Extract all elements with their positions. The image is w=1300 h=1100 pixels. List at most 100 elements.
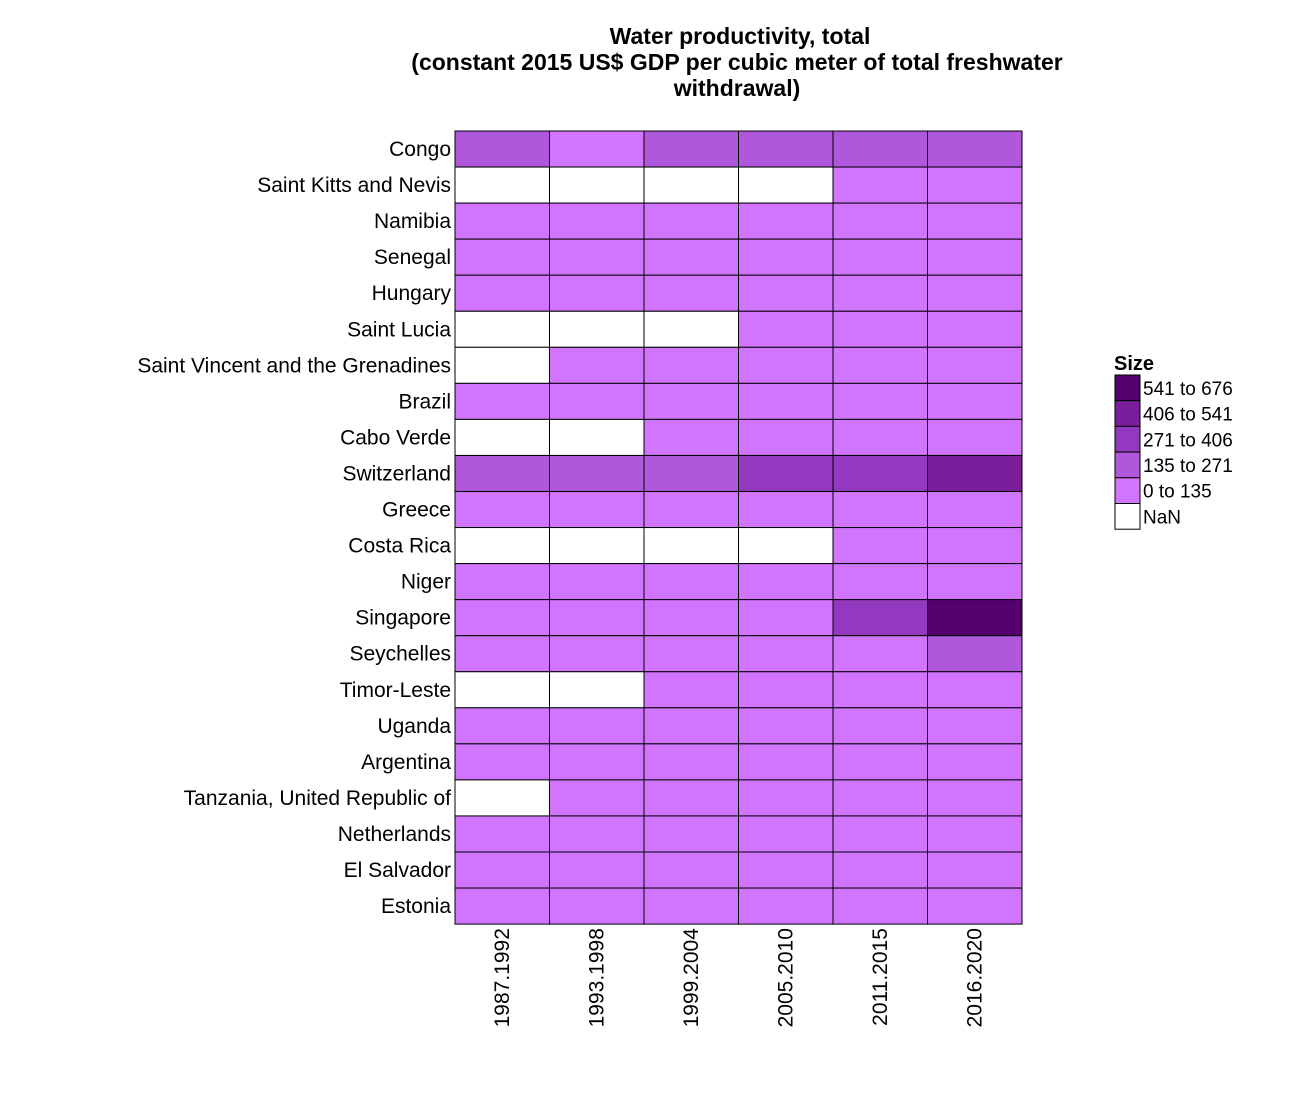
heatmap-cell: [738, 707, 834, 745]
row-label: Namibia: [374, 210, 451, 233]
row-label: Timor-Leste: [340, 679, 451, 702]
legend-label: 406 to 541: [1143, 405, 1233, 426]
heatmap-cell: [927, 238, 1023, 276]
heatmap-cell: [832, 815, 928, 853]
heatmap-cell: [454, 887, 550, 925]
heatmap-cell: [643, 851, 739, 889]
column-label: 1999.2004: [680, 928, 703, 1028]
row-label: Saint Lucia: [347, 318, 451, 341]
heatmap-cell: [832, 851, 928, 889]
row-label: Congo: [389, 138, 451, 161]
heatmap-cell: [643, 238, 739, 276]
heatmap-cell: [454, 166, 550, 204]
heatmap-cell: [832, 563, 928, 601]
heatmap-cell: [738, 202, 834, 240]
heatmap-cell: [927, 599, 1023, 637]
row-label: El Salvador: [344, 859, 451, 882]
row-label: Brazil: [398, 390, 451, 413]
heatmap-cell: [643, 310, 739, 348]
heatmap-cell: [454, 346, 550, 384]
heatmap-cell: [927, 707, 1023, 745]
row-label: Costa Rica: [348, 535, 451, 558]
column-label: 2011.2015: [869, 928, 892, 1026]
heatmap-cell: [643, 707, 739, 745]
heatmap-cell: [927, 743, 1023, 781]
heatmap-cell: [643, 274, 739, 312]
heatmap-cell: [643, 130, 739, 168]
heatmap-cell: [643, 202, 739, 240]
heatmap-cell: [549, 635, 645, 673]
heatmap-cell: [927, 851, 1023, 889]
heatmap-cell: [927, 202, 1023, 240]
heatmap-cell: [643, 418, 739, 456]
row-label: Cabo Verde: [340, 426, 451, 449]
heatmap-cell: [832, 599, 928, 637]
heatmap-cell: [738, 310, 834, 348]
heatmap-cell: [832, 887, 928, 925]
heatmap-cell: [454, 310, 550, 348]
legend-swatch: [1114, 477, 1141, 504]
heatmap-cell: [927, 346, 1023, 384]
legend-label: 271 to 406: [1143, 430, 1233, 451]
legend-swatch: [1114, 400, 1141, 427]
heatmap-cell: [454, 274, 550, 312]
heatmap-cell: [454, 707, 550, 745]
heatmap-cell: [549, 743, 645, 781]
heatmap-cell: [549, 851, 645, 889]
heatmap-cell: [549, 454, 645, 493]
heatmap-cell: [549, 563, 645, 601]
row-label: Singapore: [355, 607, 451, 630]
row-label: Saint Vincent and the Grenadines: [137, 354, 451, 377]
heatmap-cell: [738, 887, 834, 925]
heatmap-cell: [643, 599, 739, 637]
chart-title: Water productivity, total (constant 2015…: [411, 23, 1062, 101]
heatmap-cell: [927, 887, 1023, 925]
heatmap-cell: [454, 779, 550, 817]
heatmap-cell: [832, 238, 928, 276]
legend-title: Size: [1114, 353, 1154, 375]
heatmap-cell: [454, 382, 550, 420]
heatmap-cell: [454, 130, 550, 168]
heatmap-cell: [832, 707, 928, 745]
legend-label: NaN: [1143, 507, 1181, 528]
heatmap-cell: [643, 346, 739, 384]
heatmap-cell: [927, 310, 1023, 348]
heatmap-cell: [549, 671, 645, 709]
heatmap-cell: [832, 382, 928, 420]
row-label: Tanzania, United Republic of: [184, 787, 451, 810]
heatmap-cell: [832, 743, 928, 781]
heatmap-cell: [643, 815, 739, 853]
heatmap-cell: [927, 815, 1023, 853]
column-label: 2016.2020: [964, 928, 987, 1027]
heatmap-cell: [549, 202, 645, 240]
heatmap-cell: [927, 563, 1023, 601]
heatmap-cell: [549, 815, 645, 853]
heatmap-cell: [738, 346, 834, 384]
legend-swatch: [1114, 503, 1141, 530]
heatmap-cell: [927, 491, 1023, 529]
heatmap-cell: [738, 130, 834, 168]
heatmap-cell: [738, 382, 834, 420]
heatmap-cell: [832, 166, 928, 204]
legend: Size 541 to 676 406 to 541 271 to 406 135 t…: [1114, 353, 1233, 530]
row-label: Estonia: [381, 895, 451, 918]
heatmap-cell: [738, 815, 834, 853]
heatmap-cell: [738, 454, 834, 493]
heatmap-cell: [738, 779, 834, 817]
row-label: Seychelles: [349, 643, 451, 666]
heatmap-cell: [927, 454, 1023, 493]
heatmap-cell: [454, 238, 550, 276]
heatmap-cell: [454, 635, 550, 673]
heatmap-cell: [549, 779, 645, 817]
heatmap-cell: [549, 130, 645, 168]
heatmap-cell: [454, 454, 550, 493]
heatmap-cell: [927, 418, 1023, 456]
heatmap-cell: [549, 527, 645, 565]
heatmap-cell: [454, 743, 550, 781]
column-label: 2005.2010: [775, 928, 798, 1027]
heatmap-cell: [549, 599, 645, 637]
heatmap-cell: [454, 491, 550, 529]
heatmap-cell: [643, 491, 739, 529]
heatmap-cell: [832, 130, 928, 168]
row-label: Switzerland: [342, 462, 451, 485]
